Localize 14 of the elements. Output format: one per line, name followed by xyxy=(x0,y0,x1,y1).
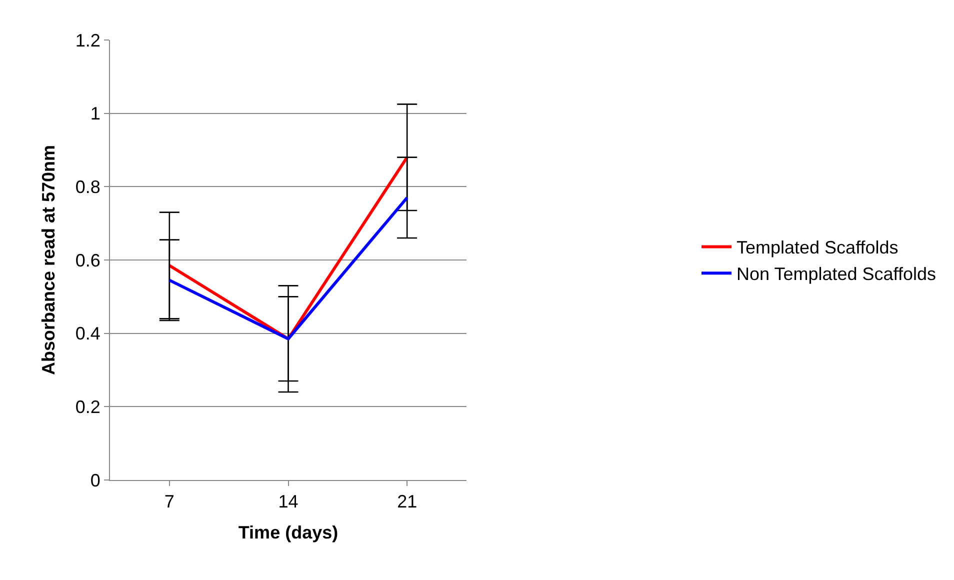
x-tick-label: 14 xyxy=(278,492,298,512)
y-tick-label: 0.4 xyxy=(75,324,100,344)
y-tick-label: 1 xyxy=(90,104,100,124)
y-tick-label: 0 xyxy=(90,470,100,490)
y-tick-label: 1.2 xyxy=(75,30,100,50)
y-tick-label: 0.8 xyxy=(75,176,100,197)
y-tick-label: 0.2 xyxy=(75,396,100,417)
y-tick-label: 0.6 xyxy=(75,250,100,270)
legend-label: Non Templated Scaffolds xyxy=(736,264,936,284)
legend-label: Templated Scaffolds xyxy=(736,238,898,258)
x-tick-label: 7 xyxy=(164,492,174,512)
y-axis-title: Absorbance read at 570nm xyxy=(38,144,59,376)
x-tick-label: 21 xyxy=(397,492,418,512)
x-axis-title: Time (days) xyxy=(238,522,338,543)
